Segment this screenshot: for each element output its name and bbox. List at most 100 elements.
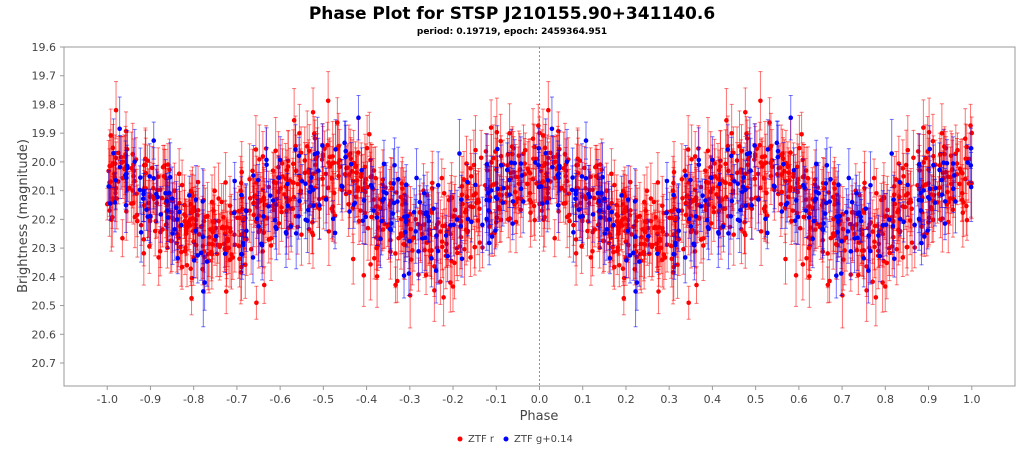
data-point <box>628 208 633 213</box>
data-point <box>731 232 737 237</box>
data-point <box>682 168 688 174</box>
data-point <box>507 130 512 136</box>
data-point <box>656 289 661 294</box>
data-point <box>399 181 405 186</box>
data-point <box>532 217 538 223</box>
data-point <box>250 168 255 174</box>
data-point <box>671 169 677 175</box>
data-point <box>260 154 266 159</box>
data-point <box>681 246 686 252</box>
data-point <box>896 161 902 166</box>
data-point <box>651 199 657 205</box>
data-point <box>675 262 680 268</box>
data-point <box>326 229 332 234</box>
data-point <box>472 244 477 250</box>
x-tick-label: -0.3 <box>399 393 420 406</box>
data-point <box>657 238 663 244</box>
data-point <box>894 246 900 252</box>
data-point <box>635 214 640 220</box>
data-point <box>212 188 218 194</box>
data-point <box>189 275 195 281</box>
data-point <box>612 264 617 270</box>
data-point <box>464 161 469 166</box>
data-point <box>364 145 370 151</box>
data-point <box>968 123 973 128</box>
data-point <box>722 206 728 212</box>
data-point <box>588 255 594 260</box>
data-point <box>567 212 572 218</box>
data-point <box>641 199 647 205</box>
data-point <box>685 147 691 152</box>
data-point <box>183 224 189 230</box>
data-point <box>394 278 400 284</box>
data-point <box>350 256 356 262</box>
data-point <box>270 168 276 173</box>
data-point <box>615 245 621 250</box>
data-point <box>540 133 546 138</box>
data-point <box>361 273 367 278</box>
data-point <box>561 165 566 171</box>
data-point <box>389 186 395 191</box>
data-point <box>160 164 166 170</box>
data-point <box>528 210 533 216</box>
data-point <box>441 190 447 196</box>
data-point <box>219 199 224 205</box>
x-tick-label: 0.9 <box>920 393 938 406</box>
data-point <box>439 175 445 181</box>
data-point <box>655 180 661 185</box>
data-point <box>874 190 879 196</box>
data-point <box>960 210 966 216</box>
x-tick-label: 0.6 <box>790 393 808 406</box>
data-point <box>280 174 285 179</box>
data-point <box>901 174 906 179</box>
data-point <box>718 164 723 169</box>
data-point <box>236 243 242 249</box>
y-tick-label: 20.2 <box>32 213 57 226</box>
data-point <box>955 147 960 153</box>
x-tick-label: 0.7 <box>833 393 851 406</box>
data-point <box>875 223 880 229</box>
chart-subtitle: period: 0.19719, epoch: 2459364.951 <box>417 27 607 37</box>
data-point <box>369 214 374 220</box>
data-point <box>939 130 945 136</box>
data-point <box>257 157 262 162</box>
data-point <box>788 218 794 224</box>
data-point <box>478 155 484 161</box>
data-point <box>763 160 769 166</box>
data-point <box>279 205 284 210</box>
data-point <box>703 168 708 173</box>
data-point <box>662 255 668 260</box>
data-point <box>498 138 503 144</box>
data-point <box>668 243 674 249</box>
data-point <box>831 181 837 186</box>
data-point <box>107 180 112 185</box>
data-point <box>611 249 616 255</box>
data-point <box>830 231 836 236</box>
y-axis: 19.6 19.7 19.8 19.9 20.0 20.1 20.2 20.3 20.4 20.5… <box>32 41 64 370</box>
data-point <box>609 171 614 177</box>
data-point <box>758 98 763 104</box>
data-point <box>535 123 541 128</box>
data-point <box>242 262 248 268</box>
data-point <box>130 188 135 193</box>
data-point <box>871 175 877 181</box>
data-point <box>915 149 921 154</box>
data-point <box>473 147 478 153</box>
data-point <box>468 174 474 179</box>
data-point <box>462 246 467 252</box>
data-point <box>330 154 335 159</box>
data-point <box>546 107 551 113</box>
data-points <box>104 71 975 329</box>
data-point <box>797 184 803 190</box>
data-point <box>692 154 698 159</box>
data-point <box>209 199 215 205</box>
data-point <box>964 217 970 223</box>
data-point <box>223 180 228 185</box>
y-tick-label: 20.4 <box>32 271 57 284</box>
data-point <box>441 295 446 300</box>
data-point <box>230 255 236 260</box>
data-point <box>239 169 245 175</box>
data-point <box>355 188 361 193</box>
data-point <box>368 262 373 267</box>
data-point <box>644 188 650 194</box>
